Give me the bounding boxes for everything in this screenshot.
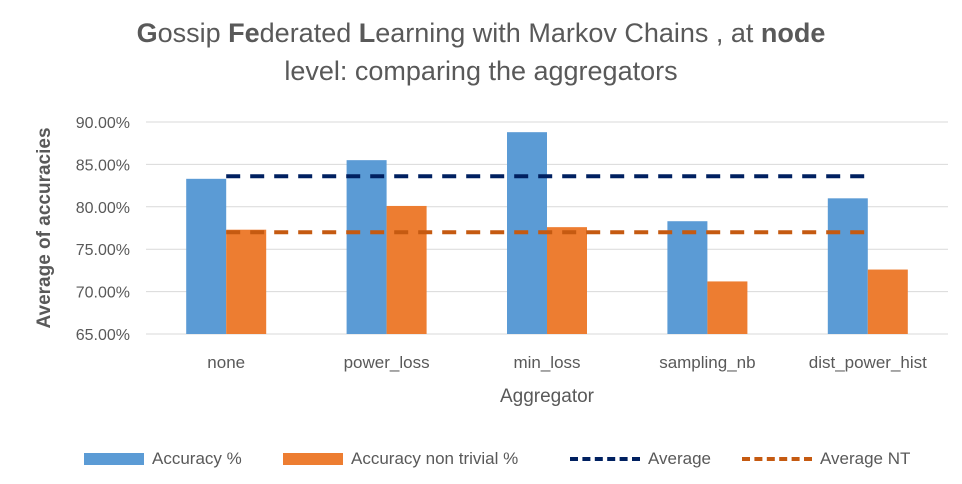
legend-swatch-average-nt bbox=[742, 457, 812, 461]
chart-legend: Accuracy % Accuracy non trivial % Averag… bbox=[0, 446, 962, 472]
x-tick-label: dist_power_hist bbox=[809, 353, 927, 372]
chart-title-part: earning with Markov Chains , at bbox=[375, 18, 761, 48]
legend-item-accuracy-nt: Accuracy non trivial % bbox=[283, 446, 518, 472]
y-axis-title: Average of accuracies bbox=[34, 127, 55, 328]
chart-title-part: ossip bbox=[157, 18, 229, 48]
y-tick-label: 65.00% bbox=[76, 327, 130, 344]
bar-accuracy-nt bbox=[386, 205, 427, 334]
bar-accuracy-nt bbox=[707, 281, 748, 334]
chart-title-part: Fe bbox=[228, 18, 260, 48]
bar-accuracy bbox=[346, 160, 387, 334]
legend-item-average: Average bbox=[570, 446, 711, 472]
y-tick-label: 85.00% bbox=[76, 157, 130, 174]
x-tick-label: power_loss bbox=[344, 353, 430, 372]
legend-label-average: Average bbox=[648, 449, 712, 468]
y-tick-label: 90.00% bbox=[76, 115, 130, 132]
x-tick-label: min_loss bbox=[513, 353, 580, 372]
legend-swatch-average bbox=[570, 457, 640, 461]
legend-item-average-nt: Average NT bbox=[742, 446, 910, 472]
legend-label-accuracy-nt: Accuracy non trivial % bbox=[351, 449, 519, 468]
legend-item-accuracy: Accuracy % bbox=[84, 446, 242, 472]
bar-accuracy bbox=[186, 178, 227, 334]
bar-accuracy bbox=[827, 198, 868, 334]
x-axis-title: Aggregator bbox=[500, 386, 595, 407]
bar-accuracy-nt bbox=[226, 229, 267, 334]
y-tick-label: 75.00% bbox=[76, 242, 130, 259]
chart-title-part: node bbox=[760, 18, 826, 48]
bar-accuracy-nt bbox=[867, 269, 908, 334]
bar-accuracy-nt bbox=[547, 227, 587, 334]
chart-title-part: L bbox=[358, 18, 376, 48]
y-tick-label: 80.00% bbox=[76, 200, 130, 217]
legend-label-accuracy: Accuracy % bbox=[152, 449, 242, 468]
chart-title: Gossip Federated Learning with Markov Ch… bbox=[0, 14, 962, 90]
chart-title-line2: level: comparing the aggregators bbox=[284, 56, 678, 86]
chart-title-line1: Gossip Federated Learning with Markov Ch… bbox=[0, 14, 962, 52]
y-tick-label: 70.00% bbox=[76, 285, 130, 302]
legend-swatch-accuracy-nt bbox=[283, 453, 343, 465]
chart-title-part: derated bbox=[259, 18, 359, 48]
legend-label-average-nt: Average NT bbox=[820, 449, 911, 468]
legend-swatch-accuracy bbox=[84, 453, 144, 465]
chart-title-part: G bbox=[136, 18, 158, 48]
bar-accuracy bbox=[667, 221, 708, 334]
x-tick-label: none bbox=[207, 353, 245, 372]
x-tick-label: sampling_nb bbox=[659, 353, 755, 372]
